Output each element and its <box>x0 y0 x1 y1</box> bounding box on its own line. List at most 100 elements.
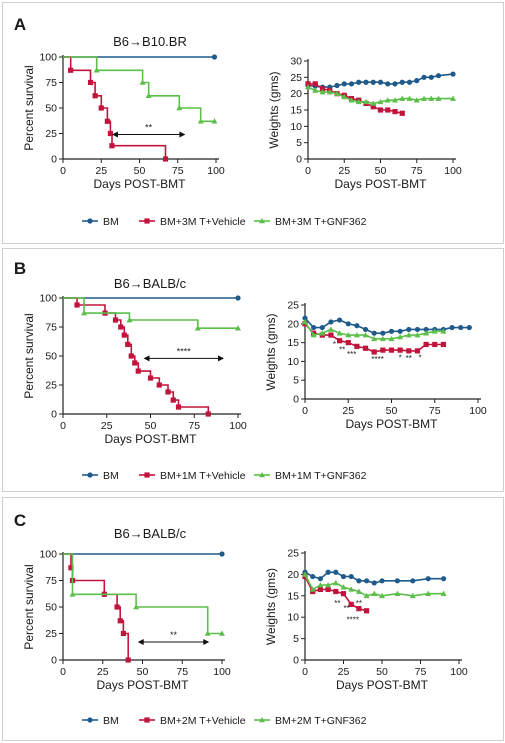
data-point-gnf <box>362 332 369 338</box>
x-tick-label: 75 <box>176 666 188 678</box>
y-tick-label: 25 <box>45 380 57 392</box>
data-point-vehicle <box>128 353 134 359</box>
y-tick-label: 15 <box>290 105 302 117</box>
data-point-gnf <box>423 330 430 336</box>
x-tick-label: 100 <box>450 666 468 678</box>
significance-star: **** <box>371 355 383 364</box>
data-point-bm <box>441 576 447 582</box>
significance-label: ** <box>145 123 153 133</box>
x-tick-label: 0 <box>60 165 66 177</box>
panel-letter: A <box>14 15 26 34</box>
data-point-vehicle <box>125 341 131 347</box>
y-tick-label: 0 <box>51 409 57 421</box>
data-point-gnf <box>310 332 317 338</box>
y-tick-label: 20 <box>287 569 299 581</box>
data-point-vehicle <box>317 586 323 592</box>
data-point-gnf <box>302 318 308 325</box>
data-point-vehicle <box>74 302 80 308</box>
y-tick-label: 100 <box>39 549 57 561</box>
y-tick-label: 25 <box>290 72 302 84</box>
y-tick-label: 5 <box>296 137 302 149</box>
data-point-gnf <box>348 97 355 103</box>
data-point-bm <box>302 315 308 321</box>
legend-marker-vehicle <box>144 218 150 224</box>
data-point-vehicle <box>423 341 429 348</box>
significance-star: ** <box>356 599 362 608</box>
data-point-gnf <box>406 95 413 101</box>
x-tick-label: 100 <box>207 165 225 177</box>
y-tick-label: 10 <box>287 612 299 624</box>
data-point-bm <box>364 578 370 584</box>
data-point-bm <box>310 573 316 580</box>
data-point-vehicle <box>92 93 98 99</box>
data-point-vehicle <box>175 404 182 410</box>
x-tick-label: 25 <box>101 420 113 432</box>
data-point-bm <box>466 324 472 331</box>
y-tick-label: 75 <box>45 77 57 89</box>
data-point-vehicle <box>109 143 115 149</box>
data-point-vehicle <box>392 109 398 115</box>
x-tick-label: 0 <box>60 420 66 432</box>
x-tick-label: 100 <box>444 165 462 177</box>
data-point-bm <box>328 319 334 325</box>
data-point-gnf <box>425 590 432 596</box>
data-point-bm <box>435 73 442 79</box>
data-point-bm <box>388 328 395 334</box>
data-point-gnf <box>309 586 316 592</box>
y-tick-label: 75 <box>45 575 57 587</box>
data-point-vehicle <box>87 79 94 86</box>
data-point-vehicle <box>333 588 339 595</box>
data-point-gnf <box>428 95 435 101</box>
data-point-gnf <box>126 317 133 323</box>
y-tick-label: 0 <box>51 154 57 166</box>
data-point-vehicle <box>104 118 110 124</box>
series-line-gnf <box>63 297 238 330</box>
data-point-vehicle <box>68 565 74 571</box>
series-line-gnf <box>63 56 215 123</box>
data-point-bm <box>235 295 241 301</box>
data-point-bm <box>449 324 455 331</box>
data-point-bm <box>325 569 331 575</box>
y-tick-label: 20 <box>287 318 299 330</box>
x-tick-label: 25 <box>95 165 107 177</box>
data-point-vehicle <box>312 81 318 87</box>
data-point-vehicle <box>399 110 405 116</box>
data-point-gnf <box>345 332 352 338</box>
legend-label-vehicle: BM+1M T+Vehicle <box>160 470 246 482</box>
data-point-vehicle <box>377 107 384 113</box>
data-point-gnf <box>353 332 360 338</box>
data-point-bm <box>421 74 427 80</box>
data-point-vehicle <box>135 368 141 374</box>
data-point-bm <box>319 324 325 331</box>
significance-label: ** <box>170 630 178 640</box>
legend-marker-vehicle <box>144 472 150 478</box>
y-tick-label: 0 <box>51 655 57 667</box>
data-point-vehicle <box>354 343 360 349</box>
significance-star: ** <box>339 345 345 354</box>
data-point-gnf <box>326 89 333 95</box>
data-point-gnf <box>371 590 378 596</box>
data-point-gnf <box>197 118 204 124</box>
x-tick-label: 75 <box>415 666 427 678</box>
y-tick-label: 50 <box>45 351 57 363</box>
data-point-gnf <box>370 100 377 106</box>
panel-letter: C <box>14 511 26 530</box>
data-point-gnf <box>440 590 447 596</box>
weights-chart: 0 5 10 15 20 25 30 0 25 50 75 100 Days POST-BMT Weigh… <box>267 56 462 192</box>
legend: BM BM+2M T+Vehicle BM+2M T+GNF362 <box>82 715 367 727</box>
legend-marker-gnf <box>259 472 265 478</box>
legend-label-bm: BM <box>103 715 119 727</box>
x-axis-label: Days POST-BMT <box>336 678 429 692</box>
data-point-bm <box>406 79 413 85</box>
legend-marker-gnf <box>259 717 265 723</box>
y-tick-label: 10 <box>290 121 302 133</box>
x-tick-label: 0 <box>305 165 311 177</box>
data-point-vehicle <box>348 601 354 607</box>
data-point-vehicle <box>170 397 176 403</box>
x-tick-label: 75 <box>172 165 184 177</box>
data-point-gnf <box>384 97 391 103</box>
arrow-head-left <box>143 355 150 362</box>
data-point-gnf <box>219 630 225 636</box>
y-tick-label: 10 <box>287 356 299 368</box>
y-tick-label: 100 <box>39 293 57 305</box>
